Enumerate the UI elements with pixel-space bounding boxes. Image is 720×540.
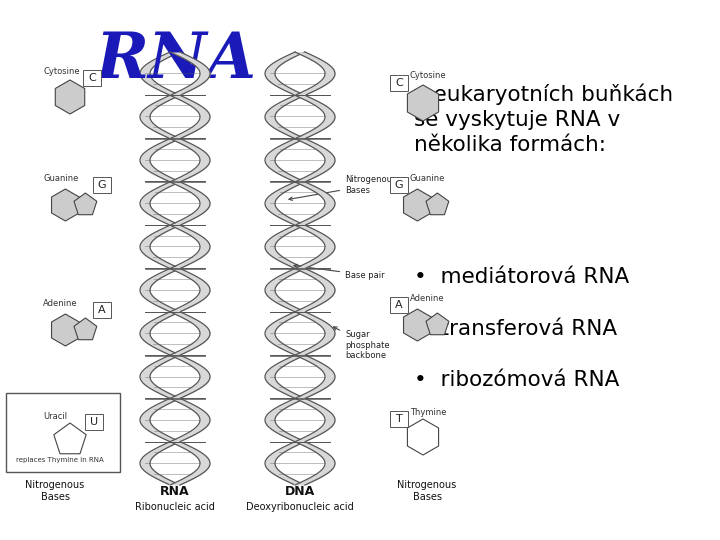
Text: C: C — [88, 73, 96, 83]
Text: replaces Thymine in RNA: replaces Thymine in RNA — [16, 457, 104, 463]
Text: Nitrogenous
Bases: Nitrogenous Bases — [397, 481, 456, 502]
Polygon shape — [74, 318, 96, 340]
Text: C: C — [395, 78, 403, 88]
Text: Adenine: Adenine — [43, 299, 78, 308]
Polygon shape — [408, 419, 438, 455]
Text: Thymine: Thymine — [410, 408, 446, 417]
Text: RNA: RNA — [160, 485, 190, 498]
Polygon shape — [74, 193, 96, 215]
FancyBboxPatch shape — [93, 302, 111, 318]
Text: v eukaryotních buňkách
se vyskytuje RNA v
několika formách:: v eukaryotních buňkách se vyskytuje RNA … — [414, 84, 673, 155]
Text: Nitrogenous
Bases: Nitrogenous Bases — [289, 176, 397, 200]
Polygon shape — [52, 189, 79, 221]
Text: Adenine: Adenine — [410, 294, 445, 303]
FancyBboxPatch shape — [83, 70, 101, 86]
Text: Base pair: Base pair — [294, 264, 384, 280]
Text: G: G — [395, 180, 403, 190]
Text: Sugar
phosphate
backbone: Sugar phosphate backbone — [333, 327, 390, 360]
Text: A: A — [395, 300, 402, 310]
FancyBboxPatch shape — [390, 75, 408, 91]
Text: Cytosine: Cytosine — [410, 71, 446, 80]
FancyBboxPatch shape — [93, 177, 111, 193]
Text: Ribonucleic acid: Ribonucleic acid — [135, 502, 215, 512]
FancyBboxPatch shape — [390, 411, 408, 427]
Text: G: G — [98, 180, 107, 190]
Text: Guanine: Guanine — [410, 174, 446, 183]
Polygon shape — [54, 423, 86, 454]
Polygon shape — [403, 309, 431, 341]
Text: T: T — [395, 414, 402, 424]
Polygon shape — [426, 313, 449, 335]
Polygon shape — [52, 314, 79, 346]
Text: Nitrogenous
Bases: Nitrogenous Bases — [25, 481, 85, 502]
Text: DNA: DNA — [285, 485, 315, 498]
FancyBboxPatch shape — [390, 297, 408, 313]
Text: Cytosine: Cytosine — [43, 67, 80, 76]
Text: •  mediátorová RNA: • mediátorová RNA — [414, 267, 629, 287]
Text: RNA: RNA — [96, 30, 256, 91]
Polygon shape — [408, 85, 438, 121]
FancyBboxPatch shape — [6, 393, 120, 472]
Text: Uracil: Uracil — [43, 412, 67, 421]
Polygon shape — [55, 80, 85, 114]
Polygon shape — [426, 193, 449, 215]
Text: Deoxyribonucleic acid: Deoxyribonucleic acid — [246, 502, 354, 512]
Text: •  transferová RNA: • transferová RNA — [414, 319, 617, 339]
FancyBboxPatch shape — [85, 414, 103, 430]
Polygon shape — [403, 189, 431, 221]
FancyBboxPatch shape — [390, 177, 408, 193]
Text: A: A — [98, 305, 106, 315]
Text: •  ribozómová RNA: • ribozómová RNA — [414, 370, 619, 390]
Text: U: U — [90, 417, 98, 427]
Text: Guanine: Guanine — [43, 174, 78, 183]
